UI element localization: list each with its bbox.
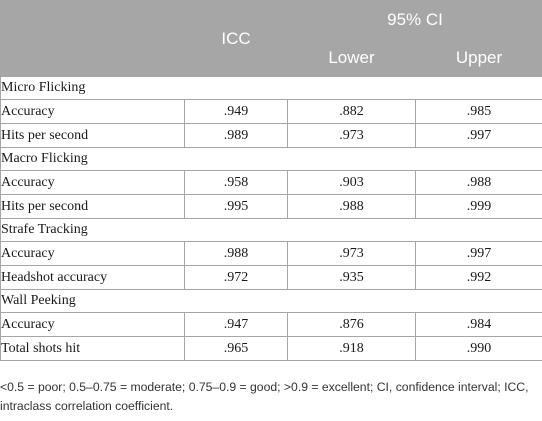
header-empty-cell — [0, 0, 185, 77]
lower-value: .935 — [287, 265, 416, 290]
upper-value: .984 — [415, 312, 542, 337]
upper-value: .997 — [415, 241, 542, 266]
upper-value: .997 — [415, 123, 542, 148]
header-row-1: ICC 95% CI — [0, 0, 542, 77]
table-row: Accuracy .949 .882 .985 — [0, 99, 542, 124]
lower-value: .918 — [287, 336, 416, 361]
upper-value: .985 — [415, 99, 542, 124]
group-row: Wall Peeking — [0, 289, 542, 313]
row-label: Total shots hit — [0, 336, 185, 361]
header-lower: Lower — [287, 39, 416, 77]
table-row: Hits per second .989 .973 .997 — [0, 123, 542, 148]
table-row: Accuracy .958 .903 .988 — [0, 170, 542, 195]
table-container: ICC 95% CI Lower Upper Micro Flicking Ac… — [0, 0, 542, 361]
upper-value: .992 — [415, 265, 542, 290]
table-row: Accuracy .947 .876 .984 — [0, 312, 542, 337]
lower-value: .973 — [287, 123, 416, 148]
table-row: Headshot accuracy .972 .935 .992 — [0, 265, 542, 290]
upper-value: .990 — [415, 336, 542, 361]
icc-value: .958 — [184, 170, 288, 195]
icc-value: .947 — [184, 312, 288, 337]
row-label: Accuracy — [0, 170, 185, 195]
table-row: Total shots hit .965 .918 .990 — [0, 336, 542, 361]
header-upper: Upper — [415, 39, 542, 77]
lower-value: .876 — [287, 312, 416, 337]
group-label: Micro Flicking — [0, 76, 542, 100]
group-label: Wall Peeking — [0, 289, 542, 313]
group-row: Strafe Tracking — [0, 218, 542, 242]
icc-value: .989 — [184, 123, 288, 148]
icc-table: ICC 95% CI Lower Upper Micro Flicking Ac… — [0, 0, 542, 361]
header-icc: ICC — [184, 0, 288, 77]
group-label: Strafe Tracking — [0, 218, 542, 242]
row-label: Hits per second — [0, 123, 185, 148]
table-footnote: <0.5 = poor; 0.5–0.75 = moderate; 0.75–0… — [0, 380, 529, 413]
lower-value: .988 — [287, 194, 416, 219]
row-label: Accuracy — [0, 312, 185, 337]
row-label: Hits per second — [0, 194, 185, 219]
lower-value: .973 — [287, 241, 416, 266]
group-label: Macro Flicking — [0, 147, 542, 171]
table-row: Accuracy .988 .973 .997 — [0, 241, 542, 266]
icc-value: .965 — [184, 336, 288, 361]
row-label: Headshot accuracy — [0, 265, 185, 290]
lower-value: .882 — [287, 99, 416, 124]
row-label: Accuracy — [0, 241, 185, 266]
icc-value: .995 — [184, 194, 288, 219]
icc-value: .988 — [184, 241, 288, 266]
upper-value: .999 — [415, 194, 542, 219]
lower-value: .903 — [287, 170, 416, 195]
row-label: Accuracy — [0, 99, 185, 124]
group-row: Micro Flicking — [0, 76, 542, 100]
table-row: Hits per second .995 .988 .999 — [0, 194, 542, 219]
upper-value: .988 — [415, 170, 542, 195]
icc-value: .972 — [184, 265, 288, 290]
group-row: Macro Flicking — [0, 147, 542, 171]
header-ci: 95% CI — [287, 0, 542, 40]
icc-value: .949 — [184, 99, 288, 124]
